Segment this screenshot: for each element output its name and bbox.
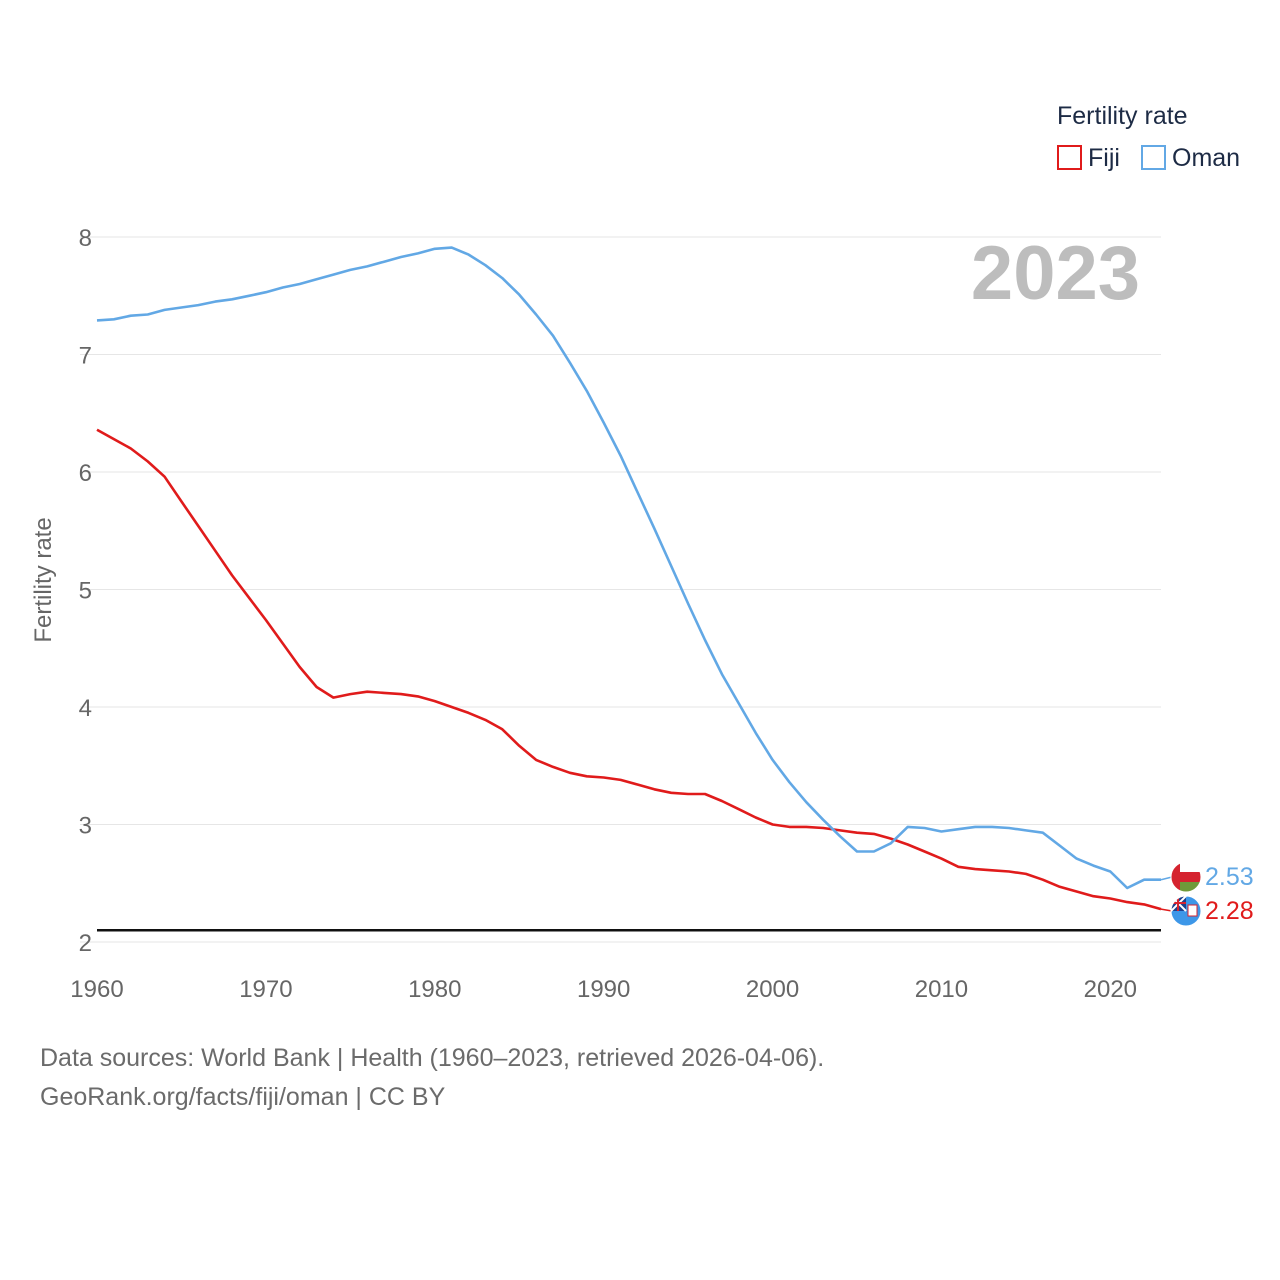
year-label: 2023: [971, 231, 1140, 316]
fiji-flag-icon: [1170, 895, 1202, 927]
x-tick-label: 2020: [1084, 976, 1137, 1003]
y-tick-label: 2: [79, 930, 92, 957]
footer-credit: GeoRank.org/facts/fiji/oman | CC BY: [40, 1083, 446, 1111]
oman-flag-icon: [1170, 861, 1202, 893]
legend-label-oman: Oman: [1172, 144, 1240, 172]
x-tick-label: 1980: [408, 976, 461, 1003]
y-tick-label: 8: [79, 225, 92, 252]
x-tick-label: 1970: [239, 976, 292, 1003]
x-tick-label: 1990: [577, 976, 630, 1003]
legend-swatch-fiji: [1057, 145, 1082, 170]
connector-fiji: [1160, 908, 1173, 912]
y-tick-label: 7: [79, 343, 92, 370]
connector-oman: [1160, 876, 1173, 881]
y-tick-label: 6: [79, 460, 92, 487]
y-tick-label: 4: [79, 695, 92, 722]
legend-swatch-oman: [1141, 145, 1166, 170]
gridlines: [80, 236, 1161, 943]
legend-label-fiji: Fiji: [1088, 144, 1120, 172]
legend-title: Fertility rate: [1057, 102, 1188, 130]
x-axis-ticks: 1960 1970 1980 1990 2000 2010 2020: [70, 976, 1137, 1003]
end-markers: 2.28 2.53: [1160, 861, 1254, 927]
end-value-label-fiji: 2.28: [1205, 897, 1254, 925]
y-axis-title: Fertility rate: [30, 517, 57, 642]
series-lines: [96, 246, 1162, 911]
legend: Fertility rate Fiji Oman: [1057, 102, 1240, 172]
y-tick-label: 5: [79, 578, 92, 605]
x-tick-label: 2010: [915, 976, 968, 1003]
end-value-label-oman: 2.53: [1205, 863, 1254, 891]
legend-item-fiji[interactable]: Fiji: [1057, 144, 1120, 172]
y-tick-label: 3: [79, 813, 92, 840]
series-line-fiji: [96, 428, 1162, 911]
x-tick-label: 2000: [746, 976, 799, 1003]
series-line-oman: [96, 246, 1161, 890]
legend-item-oman[interactable]: Oman: [1141, 144, 1240, 172]
y-axis-ticks: 2 3 4 5 6 7 8: [79, 225, 92, 957]
x-tick-label: 1960: [70, 976, 123, 1003]
footer-source: Data sources: World Bank | Health (1960–…: [40, 1044, 825, 1072]
